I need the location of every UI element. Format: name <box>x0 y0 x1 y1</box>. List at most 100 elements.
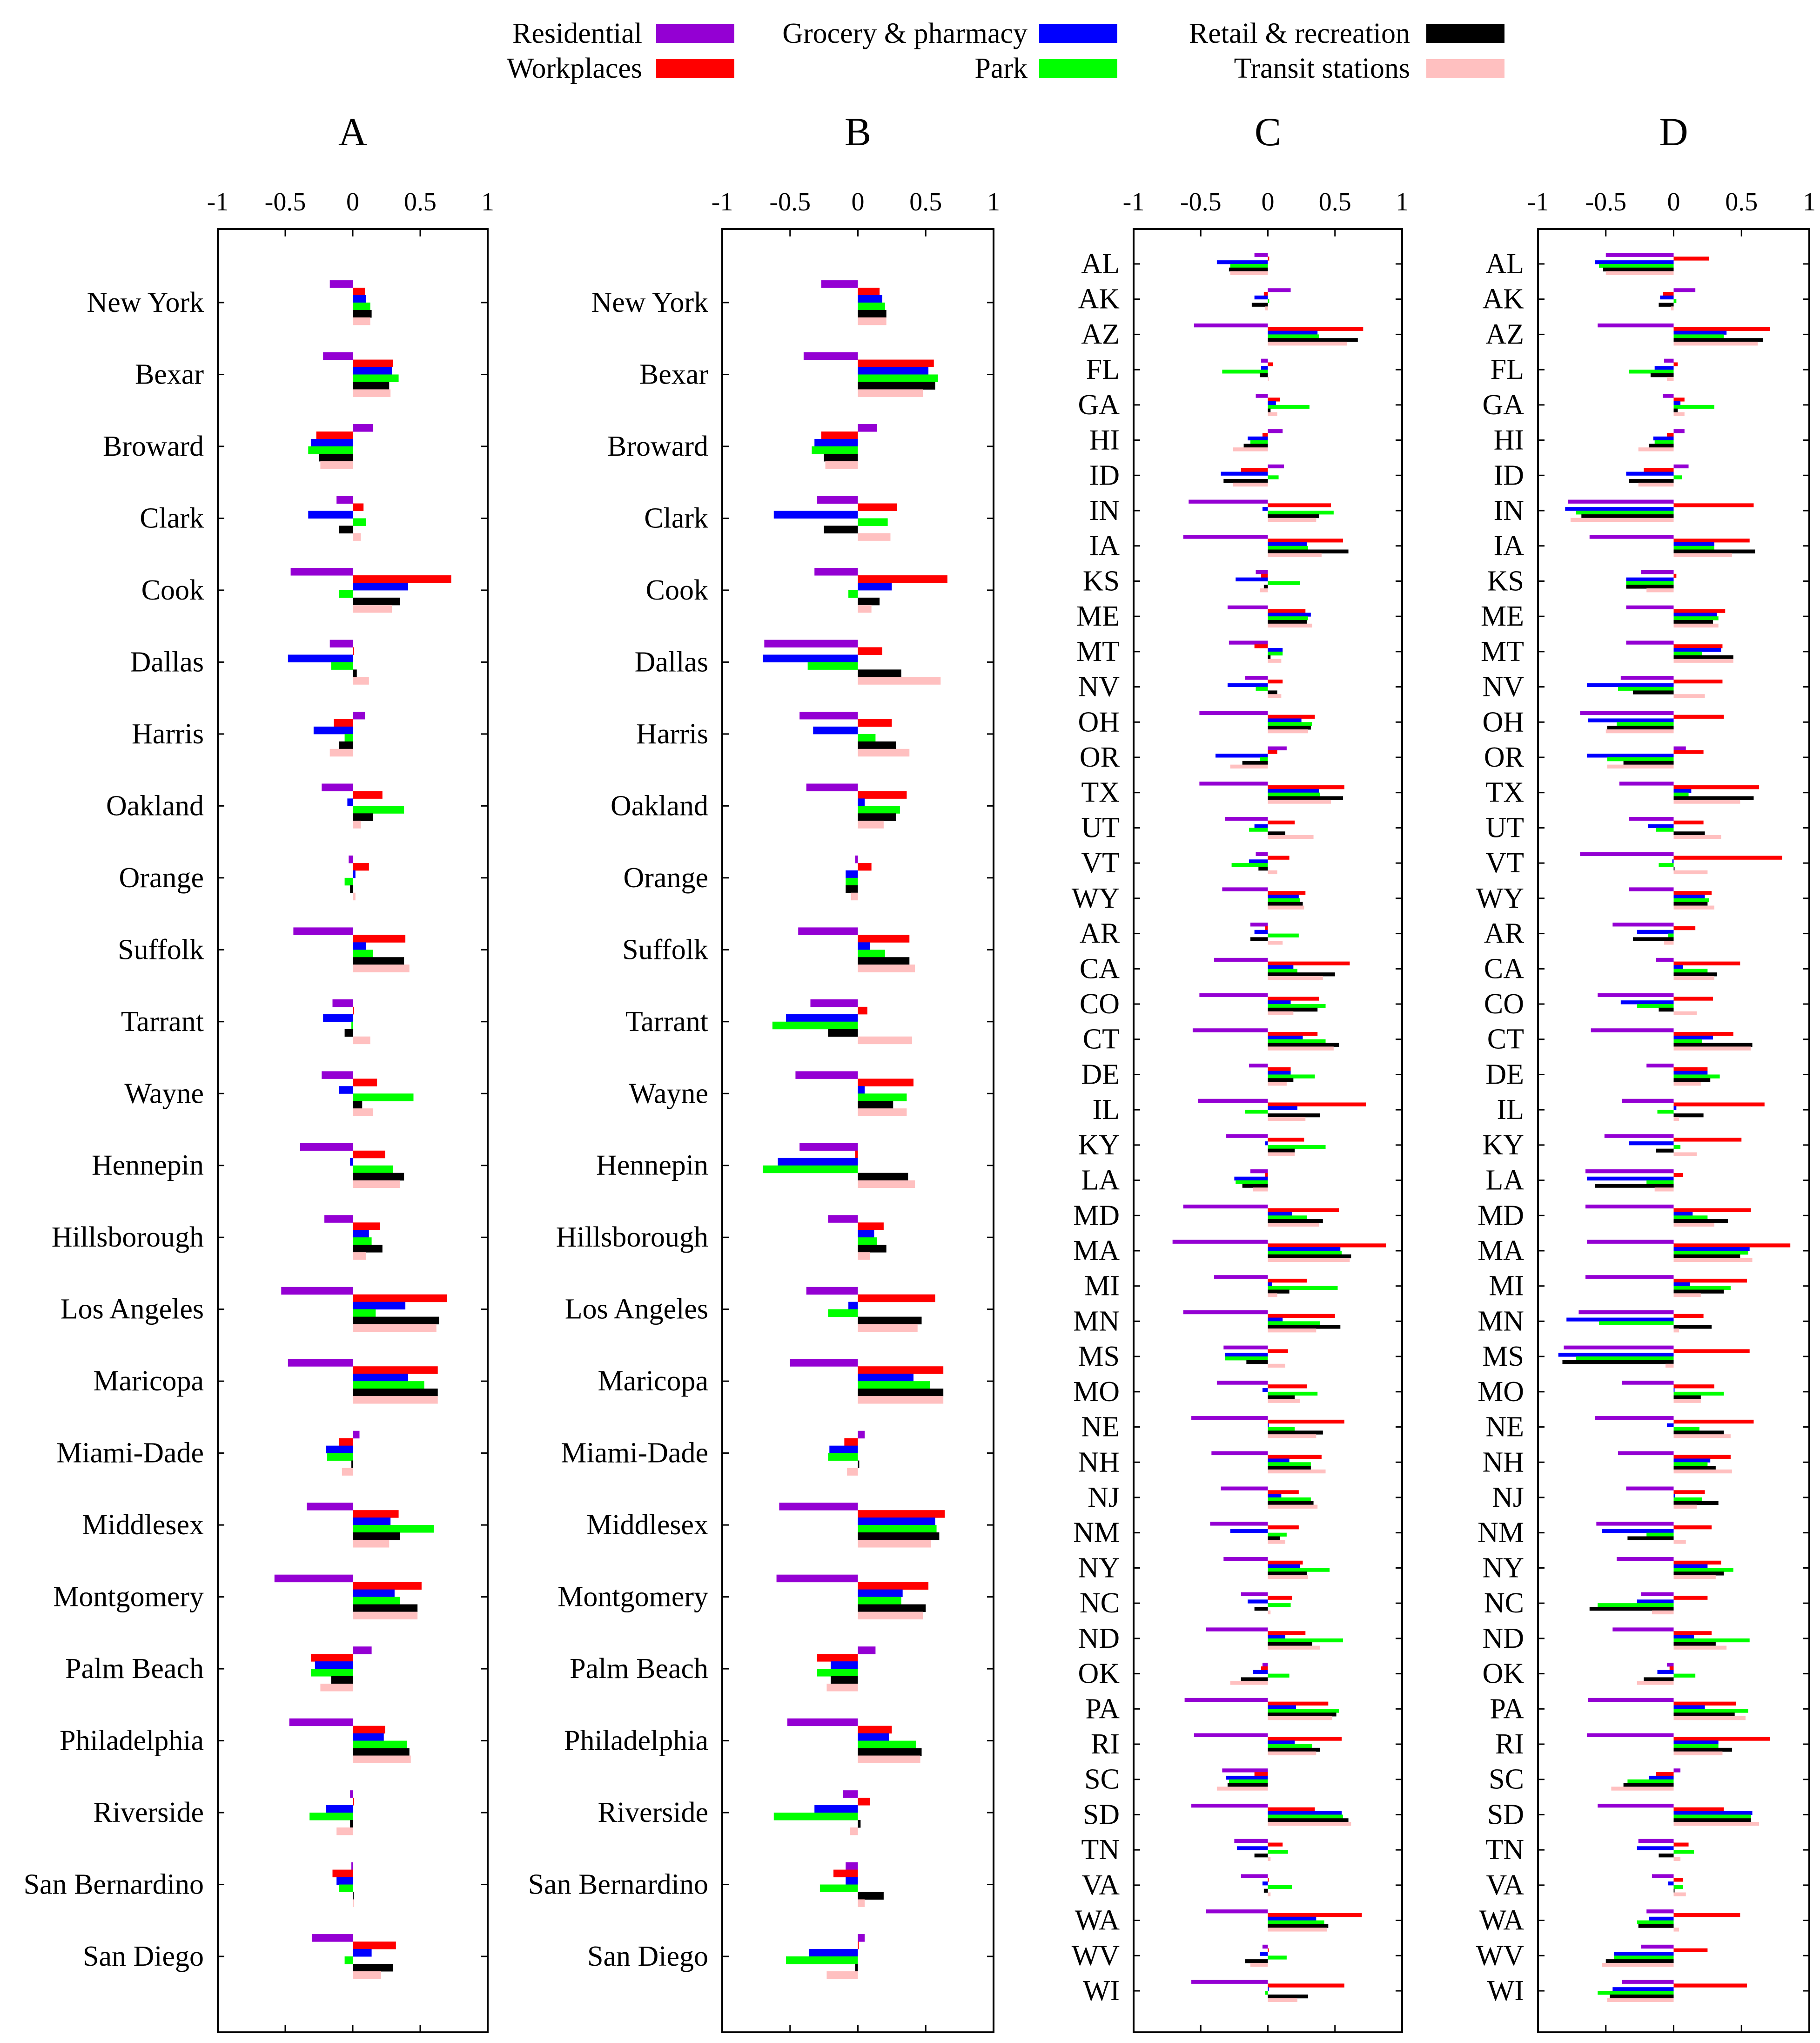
bar-residential-ar <box>1612 923 1674 927</box>
category-label: LA <box>1485 1165 1524 1196</box>
bar-grocery-pharmacy-ks <box>1236 577 1268 581</box>
bar-retail-recreation-nj <box>1673 1501 1719 1505</box>
x-tick-label: -1 <box>207 188 229 216</box>
bar-park-id <box>1268 475 1279 479</box>
bar-retail-recreation-middlesex <box>858 1532 940 1540</box>
bar-residential-hillsborough <box>828 1215 858 1223</box>
bar-workplaces-al <box>1268 256 1269 261</box>
bar-grocery-pharmacy-id <box>1626 472 1674 476</box>
bar-residential-suffolk <box>798 927 858 935</box>
x-tick-label: 0 <box>1667 188 1680 216</box>
bar-residential-tx <box>1619 782 1674 786</box>
bar-residential-clark <box>336 496 353 504</box>
bar-residential-fl <box>1261 358 1268 363</box>
bar-workplaces-ok <box>1669 1666 1674 1671</box>
bar-grocery-pharmacy-oakland <box>347 798 353 806</box>
bar-workplaces-sd <box>1673 1807 1724 1812</box>
category-label: Tarrant <box>121 1006 204 1038</box>
bar-retail-recreation-ga <box>1673 408 1678 413</box>
bar-workplaces-new-york <box>858 288 880 296</box>
bar-workplaces-cook <box>858 575 947 583</box>
bar-residential-oakland <box>322 783 353 791</box>
bar-transit-stations-ar <box>1268 941 1283 945</box>
bar-residential-oakland <box>806 783 858 791</box>
bar-residential-or <box>1673 746 1686 750</box>
bar-transit-stations-oakland <box>353 821 361 829</box>
category-label: VT <box>1081 847 1120 879</box>
bar-retail-recreation-la <box>1595 1184 1674 1188</box>
bar-workplaces-harris <box>334 719 353 727</box>
bar-transit-stations-ct <box>1673 1046 1751 1051</box>
bar-grocery-pharmacy-philadelphia <box>353 1733 384 1741</box>
bar-retail-recreation-cook <box>858 597 880 606</box>
category-label: Suffolk <box>118 934 204 965</box>
category-label: KY <box>1078 1129 1120 1161</box>
bar-residential-az <box>1194 323 1268 328</box>
category-label: CT <box>1487 1024 1524 1055</box>
bar-grocery-pharmacy-philadelphia <box>858 1733 889 1741</box>
category-label: HI <box>1089 425 1120 456</box>
bar-park-ma <box>1268 1251 1342 1255</box>
bar-park-ri <box>1673 1744 1719 1748</box>
bar-transit-stations-ny <box>1268 1575 1309 1579</box>
bar-retail-recreation-wy <box>1268 902 1303 906</box>
bar-transit-stations-sc <box>1216 1787 1268 1791</box>
category-label: NC <box>1080 1587 1120 1619</box>
x-tick-label: 1 <box>987 188 1000 216</box>
bar-residential-nd <box>1612 1627 1674 1632</box>
category-label: Oakland <box>106 790 204 822</box>
category-label: DE <box>1485 1059 1524 1090</box>
bar-grocery-pharmacy-maricopa <box>353 1374 408 1382</box>
bar-park-riverside <box>309 1813 353 1820</box>
bar-residential-maricopa <box>288 1359 353 1367</box>
bar-transit-stations-il <box>1268 1117 1306 1121</box>
bar-residential-de <box>1646 1063 1674 1068</box>
bar-workplaces-wv <box>1673 1948 1708 1952</box>
bar-retail-recreation-de <box>1268 1078 1294 1082</box>
bar-grocery-pharmacy-palm-beach <box>831 1661 858 1669</box>
bar-grocery-pharmacy-wy <box>1268 895 1299 899</box>
bar-park-ks <box>1626 581 1674 585</box>
bar-residential-ny <box>1223 1557 1268 1561</box>
bar-retail-recreation-sd <box>1673 1818 1751 1822</box>
bar-retail-recreation-harris <box>858 741 896 749</box>
bar-residential-al <box>1605 253 1674 257</box>
bar-residential-new-york <box>329 280 353 288</box>
bar-retail-recreation-ne <box>1673 1430 1724 1435</box>
bar-transit-stations-wayne <box>858 1108 907 1116</box>
bar-workplaces-nm <box>1268 1525 1299 1530</box>
category-label: MS <box>1482 1341 1524 1372</box>
bar-grocery-pharmacy-ak <box>1254 295 1268 300</box>
bar-park-miami-dade <box>327 1453 353 1461</box>
bar-retail-recreation-sc <box>1623 1783 1674 1787</box>
category-label: FL <box>1491 354 1524 385</box>
bar-grocery-pharmacy-riverside <box>814 1805 858 1813</box>
category-label: AL <box>1485 248 1524 280</box>
bar-transit-stations-oakland <box>858 821 884 829</box>
bar-workplaces-co <box>1268 997 1319 1001</box>
bar-residential-nm <box>1210 1522 1268 1526</box>
bar-residential-oh <box>1199 711 1268 715</box>
bar-park-ma <box>1673 1251 1748 1255</box>
category-label: MN <box>1477 1305 1524 1337</box>
bar-retail-recreation-san-bernardino <box>858 1892 884 1900</box>
bar-grocery-pharmacy-ri <box>1673 1740 1719 1745</box>
bar-residential-bexar <box>323 352 353 360</box>
bar-workplaces-riverside <box>858 1798 870 1806</box>
bar-grocery-pharmacy-co <box>1268 1000 1291 1005</box>
category-label: NE <box>1081 1411 1120 1443</box>
bar-residential-oh <box>1580 711 1674 715</box>
bar-residential-san-diego <box>858 1934 865 1942</box>
bar-retail-recreation-los-angeles <box>858 1316 922 1325</box>
bar-park-pa <box>1673 1709 1748 1713</box>
bar-park-al <box>1230 264 1268 268</box>
bar-workplaces-ky <box>1673 1138 1742 1142</box>
category-label: UT <box>1081 812 1120 843</box>
bar-grocery-pharmacy-pa <box>1673 1705 1705 1709</box>
bar-workplaces-oh <box>1673 715 1724 719</box>
bar-transit-stations-co <box>1673 1011 1697 1015</box>
bar-park-de <box>1673 1074 1720 1079</box>
bar-park-wi <box>1265 1991 1268 1995</box>
bar-workplaces-ca <box>1268 961 1350 965</box>
